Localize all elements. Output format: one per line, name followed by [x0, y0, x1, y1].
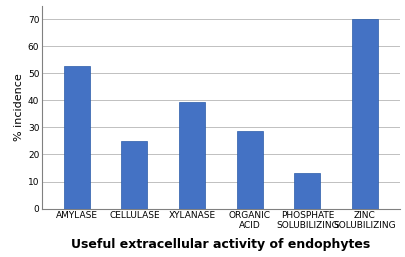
Y-axis label: % incidence: % incidence [14, 73, 23, 141]
Bar [294, 173, 320, 209]
Bar [64, 67, 90, 209]
X-axis label: Useful extracellular activity of endophytes: Useful extracellular activity of endophy… [71, 238, 370, 251]
Bar [179, 102, 205, 209]
Bar [351, 19, 377, 209]
Bar [121, 141, 147, 209]
Bar [236, 132, 262, 209]
